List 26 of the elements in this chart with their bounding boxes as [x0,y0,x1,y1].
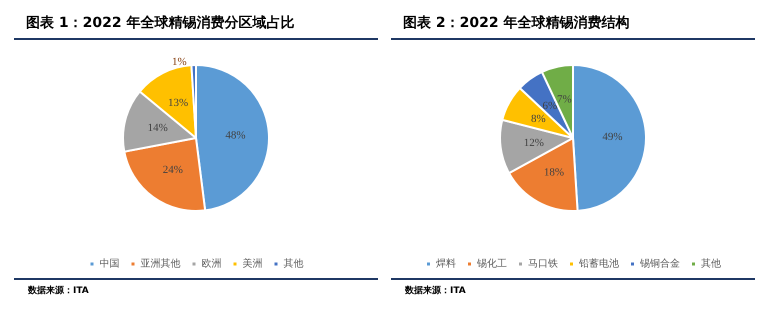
legend-label: 焊料 [436,258,456,270]
data-label: 14% [148,122,168,134]
legend-label: 锡铜合金 [639,258,680,270]
source-note: 数据来源：ITA [27,284,90,297]
data-label: 18% [544,166,564,179]
data-label: 49% [602,130,623,143]
chart-title: 图表 1：2022 年全球精锡消费分区域占比 [25,14,296,33]
data-label: 12% [524,136,544,149]
data-label: 8% [531,112,546,125]
legend-label: 马口铁 [528,258,558,270]
data-label: 1% [172,56,187,68]
legend-label: 美洲 [242,258,262,270]
legend-label: 锡化工 [476,258,507,270]
source-note: 数据来源：ITA [404,284,467,297]
legend-label: 铅蓄电池 [578,258,619,270]
legend-label: 欧洲 [202,258,222,270]
legend-label: 其他 [701,258,721,270]
legend-label: 其他 [284,258,304,270]
data-label: 7% [557,93,572,106]
data-label: 48% [225,130,246,142]
data-label: 24% [162,164,183,176]
data-label: 6% [542,100,558,112]
legend-label: 亚洲其他 [140,258,180,270]
chart-title: 图表 2：2022 年全球精锡消费结构 [402,14,630,33]
legend-label: 中国 [100,258,120,270]
data-label: 13% [168,96,188,109]
